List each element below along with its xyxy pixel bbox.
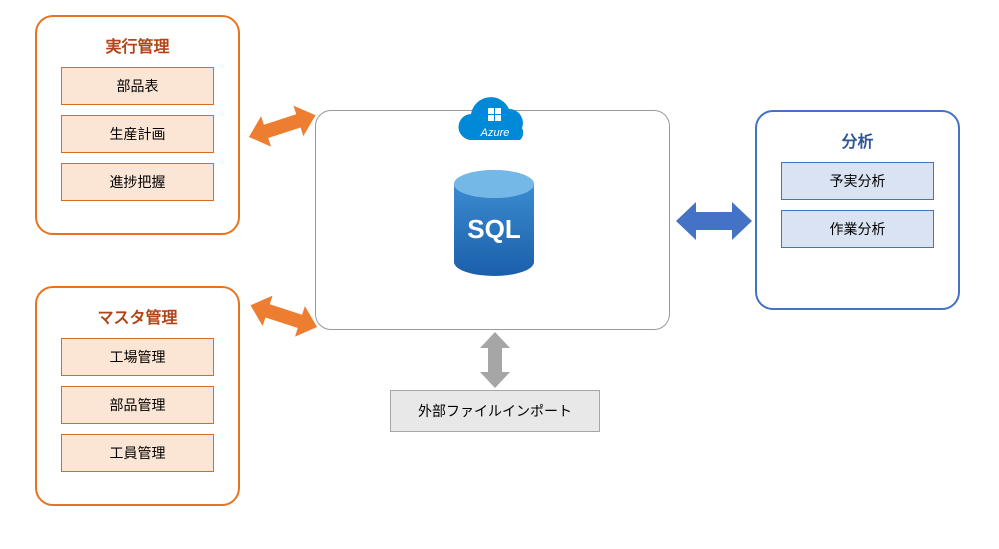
execution-item: 進捗把握 (61, 163, 214, 201)
arrow-to-master (243, 288, 322, 349)
sql-db-icon: SQL (450, 168, 538, 283)
master-item: 工員管理 (61, 434, 214, 472)
azure-label: Azure (480, 127, 510, 139)
arrow-to-execution (243, 98, 322, 159)
execution-panel-title: 実行管理 (53, 33, 222, 57)
master-item: 部品管理 (61, 386, 214, 424)
arrow-to-import (478, 332, 512, 393)
master-panel-title: マスタ管理 (53, 304, 222, 328)
import-box: 外部ファイルインポート (390, 390, 600, 432)
analysis-panel-title: 分析 (773, 128, 942, 152)
execution-item: 部品表 (61, 67, 214, 105)
execution-panel: 実行管理 部品表 生産計画 進捗把握 (35, 15, 240, 235)
sql-label: SQL (467, 214, 521, 244)
analysis-panel: 分析 予実分析 作業分析 (755, 110, 960, 310)
import-box-label: 外部ファイルインポート (418, 403, 572, 419)
analysis-item: 予実分析 (781, 162, 934, 200)
master-item: 工場管理 (61, 338, 214, 376)
analysis-item: 作業分析 (781, 210, 934, 248)
arrow-to-analysis (676, 200, 752, 247)
master-panel: マスタ管理 工場管理 部品管理 工員管理 (35, 286, 240, 506)
execution-item: 生産計画 (61, 115, 214, 153)
azure-cloud-icon: Azure (450, 88, 540, 149)
